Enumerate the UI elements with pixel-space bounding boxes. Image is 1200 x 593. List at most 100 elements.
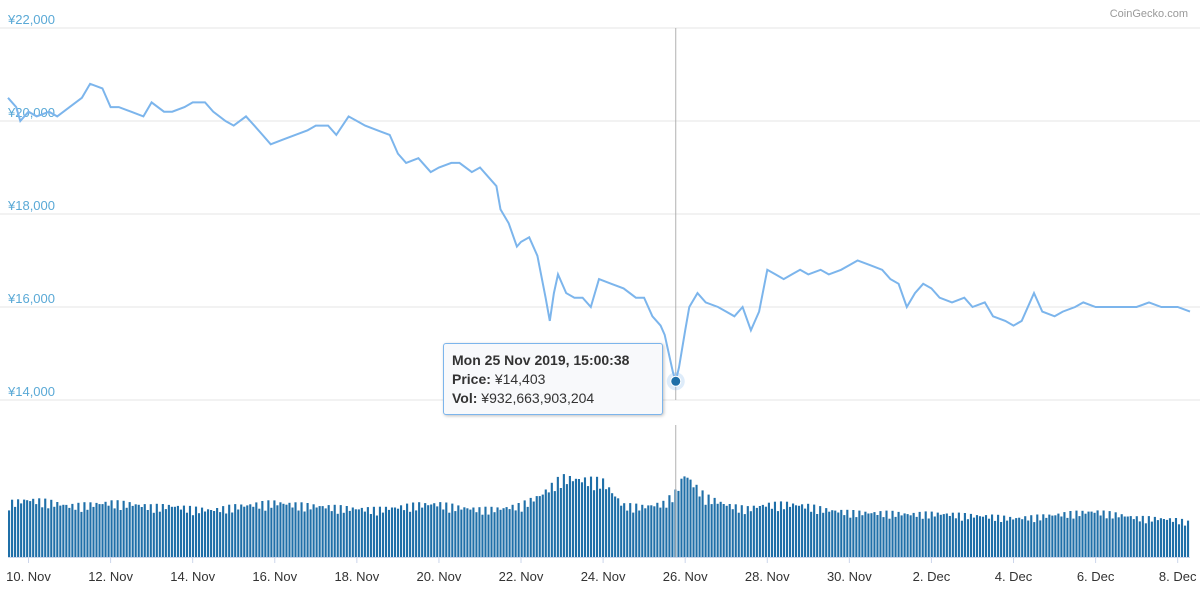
volume-bar (309, 509, 312, 557)
volume-bar (210, 510, 213, 557)
y-tick-label: ¥22,000 (7, 12, 55, 27)
volume-bar (1069, 511, 1072, 557)
volume-bar (957, 512, 960, 557)
volume-bar (532, 501, 535, 557)
volume-bar (936, 512, 939, 557)
x-axis: 10. Nov 12. Nov 14. Nov 16. Nov 18. Nov 20. N… (6, 557, 1197, 584)
x-tick-label: 26. Nov (663, 569, 708, 584)
volume-bar (704, 504, 707, 557)
volume-bar (1030, 515, 1033, 557)
volume-bar (785, 501, 789, 557)
volume-bar (900, 515, 903, 557)
volume-bar (547, 492, 550, 557)
volume-bar (867, 513, 870, 557)
volume-bar (644, 508, 647, 557)
volume-bar (366, 507, 369, 557)
credit-link[interactable]: CoinGecko.com (1110, 8, 1188, 20)
volume-bar (1063, 512, 1066, 557)
volume-bar (360, 507, 363, 557)
volume-bar (270, 507, 273, 557)
volume-bar (855, 517, 858, 557)
volume-bar (1000, 522, 1003, 557)
highlight-marker (670, 375, 682, 387)
volume-bar (17, 499, 20, 557)
volume-bar (496, 507, 499, 557)
volume-bar (683, 476, 686, 557)
volume-bar (960, 520, 963, 557)
volume-bar (381, 512, 385, 557)
volume-bar (620, 505, 623, 557)
volume-bar (1171, 521, 1175, 557)
volume-bar (782, 509, 786, 557)
volume-bar (876, 515, 879, 557)
volume-bar (330, 511, 333, 557)
tooltip-price-row: Price: ¥14,403 (452, 370, 654, 389)
volume-bar (454, 511, 457, 557)
volume-bar (80, 511, 83, 557)
volume-bar (107, 505, 110, 557)
volume-bar (891, 510, 894, 557)
volume-bar (291, 507, 294, 557)
volume-bar (472, 507, 475, 557)
volume-bar (77, 502, 80, 557)
volume-bar (65, 504, 68, 557)
volume-bar (369, 514, 372, 557)
volume-bar (403, 510, 406, 557)
volume-bar (460, 509, 463, 557)
volume-bar (285, 504, 288, 557)
volume-bar (858, 510, 861, 557)
volume-bar (520, 511, 523, 557)
volume-bar (843, 515, 846, 557)
price-y-axis: ¥22,000¥20,000¥18,000¥16,000¥14,000 (7, 12, 55, 399)
price-line (7, 82, 1191, 386)
volume-bar (1072, 518, 1075, 557)
volume-bar (1021, 519, 1024, 557)
volume-bar (246, 505, 249, 557)
volume-bar (74, 509, 77, 557)
volume-bar (1090, 511, 1093, 557)
volume-bar (538, 496, 541, 557)
volume-bar (56, 502, 59, 557)
volume-bar (825, 508, 828, 557)
volume-bar (544, 489, 547, 557)
volume-bar (981, 516, 985, 557)
volume-bar (164, 509, 167, 557)
volume-bar (448, 512, 451, 557)
volume-bar (562, 474, 565, 557)
volume-bar (822, 512, 825, 557)
volume-bar (390, 507, 394, 557)
volume-bar (113, 508, 116, 557)
volume-bar (861, 515, 864, 557)
volume-bar (870, 513, 873, 557)
volume-bar (1129, 516, 1132, 557)
volume-bar (315, 507, 318, 557)
volume-bar (23, 499, 26, 557)
volume-bar (493, 512, 496, 557)
volume-bar (798, 505, 801, 557)
volume-bar (1096, 510, 1099, 557)
volume-bar (689, 479, 692, 557)
volume-bar (692, 487, 695, 557)
volume-bar (1033, 522, 1036, 557)
volume-bar (1048, 514, 1051, 557)
volume-bar (728, 504, 731, 557)
volume-bar (1135, 516, 1138, 557)
volume-bar (463, 507, 466, 557)
volume-bar (216, 508, 219, 557)
volume-bar (722, 504, 725, 557)
volume-bar (41, 507, 44, 557)
volume-bar (924, 511, 927, 557)
volume-bar (1111, 518, 1114, 557)
volume-bar (746, 506, 749, 557)
volume-bar (641, 504, 644, 557)
volume-bar (83, 502, 86, 557)
volume-bar (758, 506, 761, 557)
volume-bar (810, 511, 813, 557)
volume-bar (852, 510, 855, 557)
volume-bar (20, 503, 23, 557)
volume-bar (508, 509, 511, 557)
volume-bar (1099, 515, 1102, 557)
volume-bar (351, 507, 354, 557)
volume-bar (396, 508, 400, 557)
volume-bar (737, 512, 740, 557)
